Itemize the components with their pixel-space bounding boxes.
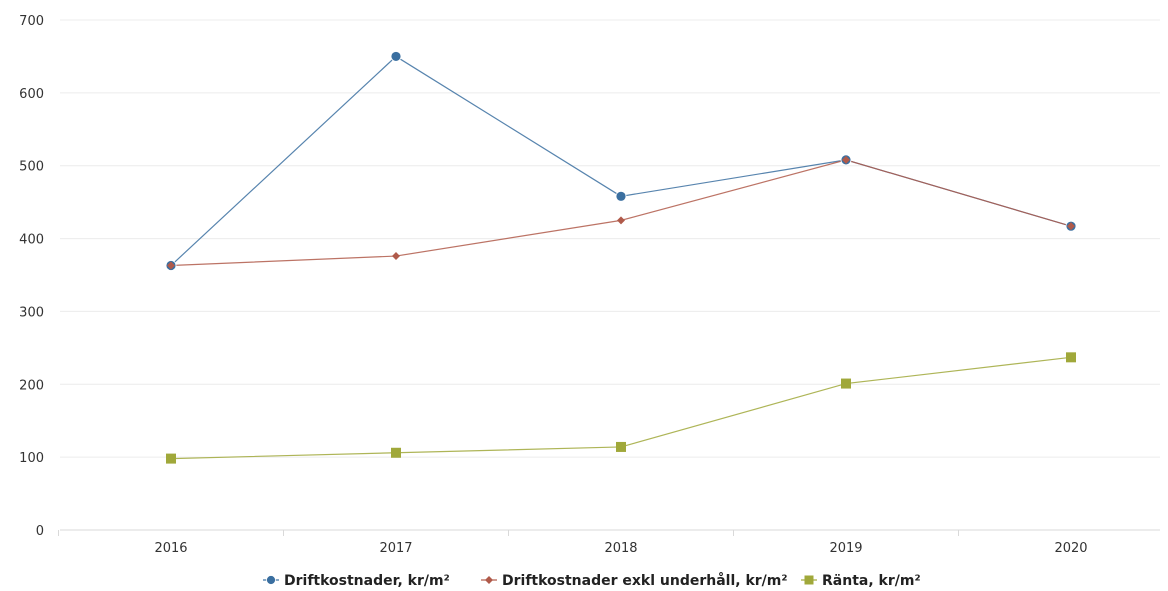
series-line-1: [170, 55, 1072, 266]
x-tick-label: 2020: [1054, 541, 1087, 556]
y-tick-label: 600: [19, 87, 44, 102]
data-point: [615, 190, 627, 202]
y-tick-label: 300: [19, 305, 44, 320]
y-tick-label: 200: [19, 378, 44, 393]
data-point: [1067, 222, 1075, 231]
data-point: [485, 576, 493, 584]
data-point: [842, 155, 850, 164]
y-axis: 0 100 200 300 400 500 600 700: [19, 14, 44, 539]
data-point: [617, 216, 625, 225]
x-tick-label: 2017: [379, 541, 412, 556]
series-lines: [170, 55, 1072, 460]
x-tick-label: 2019: [829, 541, 862, 556]
legend-label: Ränta, kr/m²: [822, 573, 921, 589]
y-tick-label: 700: [19, 14, 44, 29]
data-point: [841, 378, 851, 389]
legend-label: Driftkostnader exkl underhåll, kr/m²: [502, 572, 788, 589]
series-markers: [165, 51, 1077, 464]
y-tick-label: 100: [19, 451, 44, 466]
data-point: [616, 441, 626, 452]
data-point: [1066, 352, 1076, 363]
legend-label: Driftkostnader, kr/m²: [284, 573, 450, 589]
gridlines: [60, 19, 1160, 458]
x-tick-label: 2018: [604, 541, 637, 556]
data-point: [166, 453, 176, 464]
x-tick-label: 2016: [154, 541, 187, 556]
data-point: [167, 261, 175, 270]
legend: Driftkostnader, kr/m² Driftkostnader exkl…: [263, 572, 921, 589]
data-point: [804, 575, 814, 585]
y-tick-label: 400: [19, 233, 44, 248]
y-tick-label: 0: [36, 524, 44, 539]
data-point: [392, 252, 400, 261]
data-point: [266, 575, 276, 585]
y-tick-label: 500: [19, 160, 44, 175]
data-point: [390, 51, 402, 62]
data-point: [391, 447, 401, 458]
series-line-2: [170, 159, 1072, 267]
x-axis: 2016 2017 2018 2019 2020: [58, 529, 1160, 556]
